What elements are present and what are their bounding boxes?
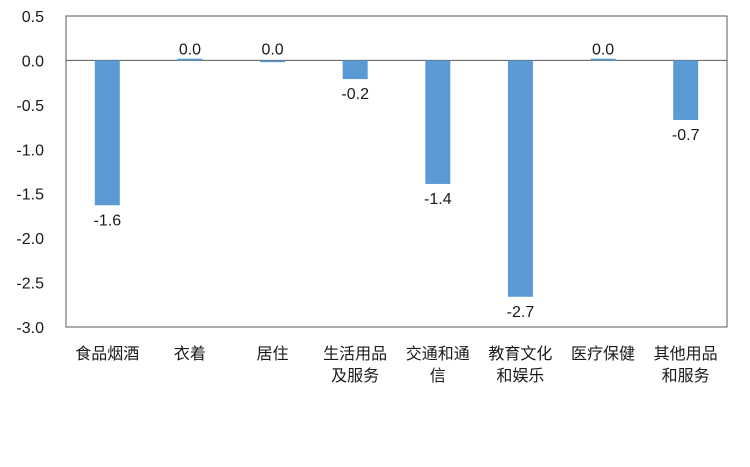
x-tick-label: 食品烟酒: [75, 344, 139, 363]
data-label: -1.4: [424, 191, 452, 208]
y-tick-label: 0.0: [22, 53, 44, 70]
y-axis: 0.5 0.0 -0.5 -1.0 -1.5 -2.0 -2.5 -3.0: [16, 9, 44, 337]
data-label: 0.0: [592, 41, 614, 58]
bar: [260, 60, 286, 63]
data-labels: -1.6 0.0 0.0 -0.2 -1.4 -2.7 0.0 -0.7: [94, 41, 700, 320]
data-label: 0.0: [179, 41, 201, 58]
x-tick-label: 交通和通信: [406, 344, 470, 385]
x-tick-label: 生活用品及服务: [323, 344, 387, 385]
x-tick-label: 医疗保健: [571, 344, 635, 363]
bar: [673, 60, 699, 120]
bar: [342, 60, 368, 80]
x-tick-label: 其他用品和服务: [654, 344, 718, 385]
y-tick-label: -0.5: [16, 98, 44, 115]
bar: [425, 60, 451, 184]
y-tick-label: 0.5: [22, 9, 44, 26]
x-tick-label: 教育文化和娱乐: [488, 344, 552, 385]
data-label: -1.6: [94, 212, 122, 229]
bar: [590, 58, 616, 61]
bar: [177, 58, 203, 61]
bar: [94, 60, 120, 206]
x-tick-label: 衣着: [174, 344, 206, 363]
y-tick-label: -1.5: [16, 187, 44, 204]
y-tick-label: -2.5: [16, 276, 44, 293]
bar-series: [94, 58, 699, 297]
data-label: 0.0: [261, 41, 283, 58]
data-label: -0.7: [672, 127, 700, 144]
data-label: -0.2: [341, 86, 369, 103]
y-tick-label: -1.0: [16, 142, 44, 159]
y-tick-label: -3.0: [16, 320, 44, 337]
data-label: -2.7: [507, 304, 535, 321]
y-tick-label: -2.0: [16, 231, 44, 248]
bar: [507, 60, 533, 297]
x-tick-label: 居住: [257, 344, 289, 363]
plot-frame: [65, 15, 728, 328]
